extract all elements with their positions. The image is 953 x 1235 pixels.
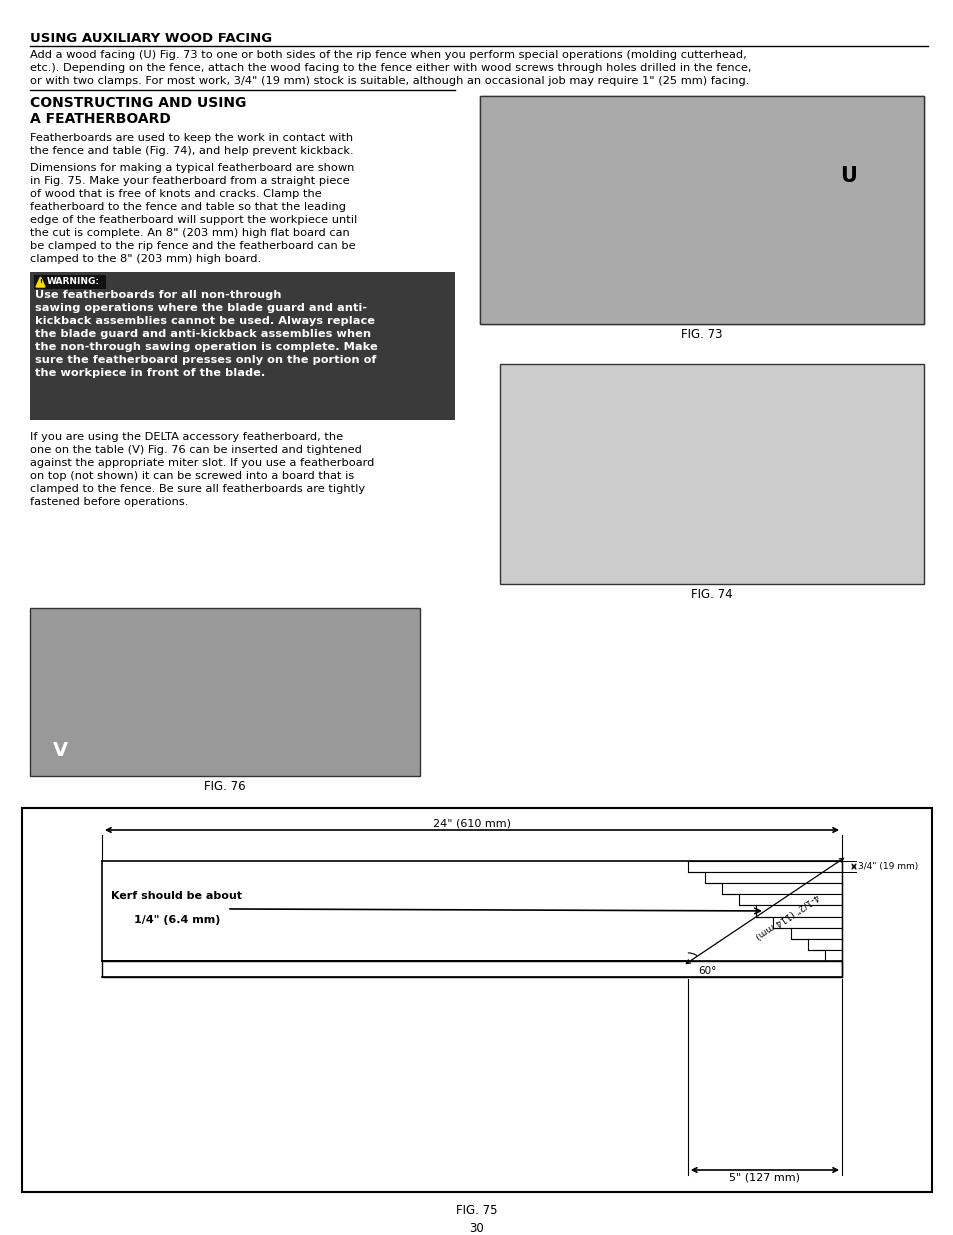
Text: the non-through sawing operation is complete. Make: the non-through sawing operation is comp… [35,342,377,352]
Text: V: V [52,741,68,761]
Bar [790,927,841,939]
Bar [479,96,923,324]
Text: against the appropriate miter slot. If you use a featherboard: against the appropriate miter slot. If y… [30,458,374,468]
Text: FIG. 74: FIG. 74 [691,588,732,601]
Bar [773,916,841,927]
Text: !: ! [39,279,42,284]
Text: of wood that is free of knots and cracks. Clamp the: of wood that is free of knots and cracks… [30,189,321,199]
Text: FIG. 75: FIG. 75 [456,1204,497,1216]
Bar [30,608,419,776]
Text: WARNING:: WARNING: [47,278,100,287]
Text: edge of the featherboard will support the workpiece until: edge of the featherboard will support th… [30,215,356,225]
Text: kickback assemblies cannot be used. Always replace: kickback assemblies cannot be used. Alwa… [35,316,375,326]
Text: Kerf should be about: Kerf should be about [112,890,242,902]
Bar [479,96,923,324]
Text: fastened before operations.: fastened before operations. [30,496,188,508]
Text: in Fig. 75. Make your featherboard from a straight piece: in Fig. 75. Make your featherboard from … [30,177,349,186]
Polygon shape [36,277,45,287]
Text: or with two clamps. For most work, 3/4" (19 mm) stock is suitable, although an o: or with two clamps. For most work, 3/4" … [30,77,749,86]
Text: 60°: 60° [697,966,716,976]
Bar [22,808,931,1192]
Text: on top (not shown) it can be screwed into a board that is: on top (not shown) it can be screwed int… [30,471,354,480]
Text: 30: 30 [469,1221,484,1235]
Text: U: U [840,165,857,186]
Text: 5" (127 mm): 5" (127 mm) [729,1172,800,1182]
Text: If you are using the DELTA accessory featherboard, the: If you are using the DELTA accessory fea… [30,432,343,442]
Text: FIG. 76: FIG. 76 [204,781,246,793]
Bar [687,861,841,872]
Bar [807,939,841,950]
Text: sure the featherboard presses only on the portion of: sure the featherboard presses only on th… [35,354,376,366]
Bar [34,275,106,289]
Bar [756,905,841,916]
Text: etc.). Depending on the fence, attach the wood facing to the fence either with w: etc.). Depending on the fence, attach th… [30,63,751,73]
Text: 3/4" (19 mm): 3/4" (19 mm) [857,862,918,871]
Bar [721,883,841,894]
Text: the blade guard and anti-kickback assemblies when: the blade guard and anti-kickback assemb… [35,329,371,338]
Text: Add a wood facing (U) Fig. 73 to one or both sides of the rip fence when you per: Add a wood facing (U) Fig. 73 to one or … [30,49,746,61]
Text: be clamped to the rip fence and the featherboard can be: be clamped to the rip fence and the feat… [30,241,355,251]
Text: CONSTRUCTING AND USING: CONSTRUCTING AND USING [30,96,246,110]
Bar [499,364,923,584]
Text: 24" (610 mm): 24" (610 mm) [433,818,511,827]
Text: sawing operations where the blade guard and anti-: sawing operations where the blade guard … [35,303,367,312]
Bar [102,961,841,977]
Text: the fence and table (Fig. 74), and help prevent kickback.: the fence and table (Fig. 74), and help … [30,146,354,156]
Bar [30,272,455,420]
Text: the cut is complete. An 8" (203 mm) high flat board can: the cut is complete. An 8" (203 mm) high… [30,228,350,238]
Text: Dimensions for making a typical featherboard are shown: Dimensions for making a typical featherb… [30,163,354,173]
Text: FIG. 73: FIG. 73 [680,329,722,341]
Text: 1/4" (6.4 mm): 1/4" (6.4 mm) [133,915,220,925]
Text: A FEATHERBOARD: A FEATHERBOARD [30,112,171,126]
Text: one on the table (V) Fig. 76 can be inserted and tightened: one on the table (V) Fig. 76 can be inse… [30,445,361,454]
Text: featherboard to the fence and table so that the leading: featherboard to the fence and table so t… [30,203,346,212]
Text: Use featherboards for all non-through: Use featherboards for all non-through [35,290,281,300]
Text: Featherboards are used to keep the work in contact with: Featherboards are used to keep the work … [30,133,353,143]
Bar [824,950,841,961]
Bar [704,872,841,883]
Text: the workpiece in front of the blade.: the workpiece in front of the blade. [35,368,265,378]
Bar [739,894,841,905]
Text: clamped to the 8" (203 mm) high board.: clamped to the 8" (203 mm) high board. [30,254,261,264]
Text: 4-1/2" (114 mm): 4-1/2" (114 mm) [753,892,820,941]
Text: USING AUXILIARY WOOD FACING: USING AUXILIARY WOOD FACING [30,32,272,44]
Text: clamped to the fence. Be sure all featherboards are tightly: clamped to the fence. Be sure all feathe… [30,484,365,494]
